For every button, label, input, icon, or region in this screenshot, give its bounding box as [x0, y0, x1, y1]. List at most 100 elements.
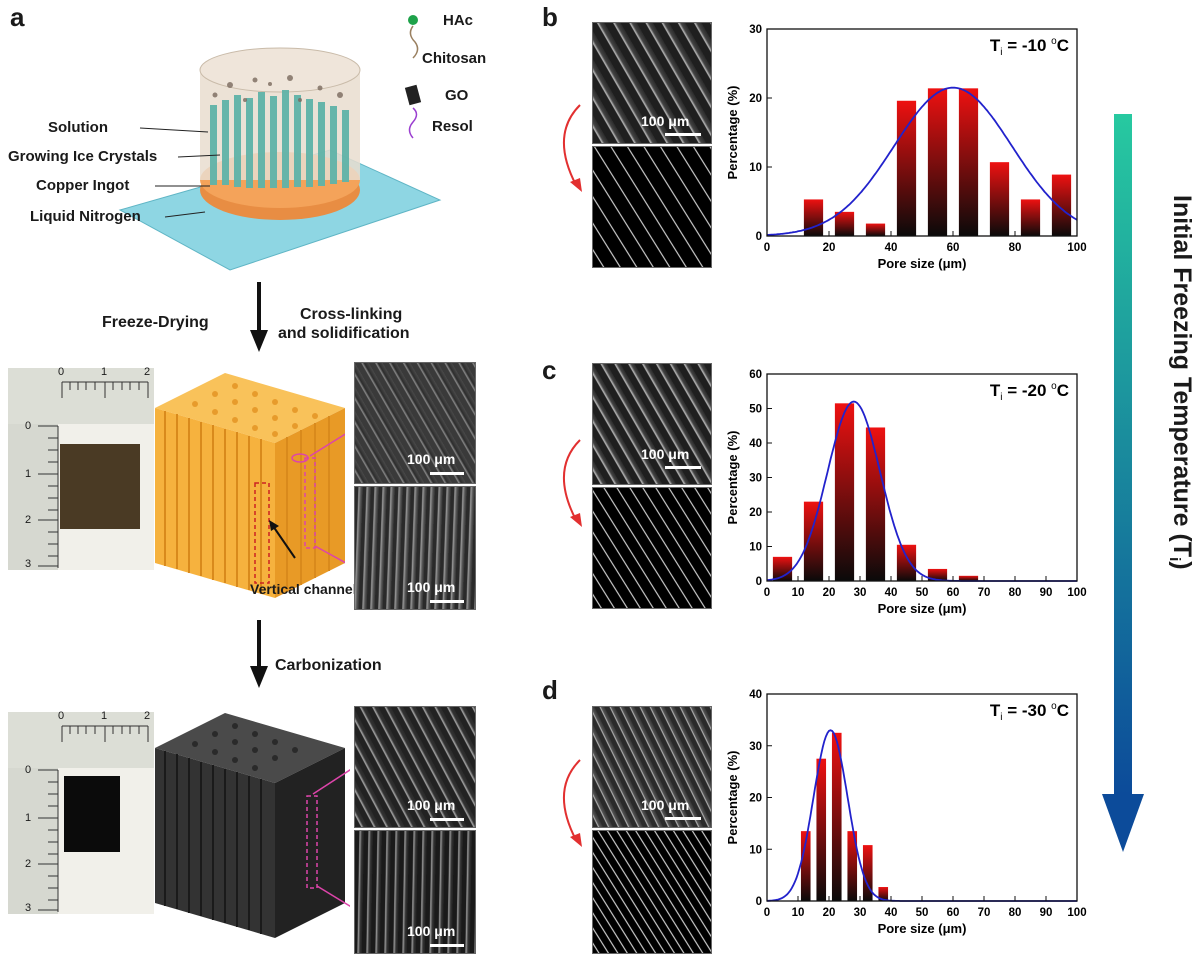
x-tick-label: 20	[823, 242, 836, 254]
y-tick-label: 40	[749, 438, 762, 450]
panel-letter-a: a	[10, 2, 25, 32]
aerogel-photo	[8, 368, 154, 570]
label-liquid-nitrogen: Liquid Nitrogen	[30, 208, 141, 225]
bar-8	[1051, 174, 1072, 236]
bar-4	[927, 88, 948, 236]
bar-3	[896, 100, 917, 236]
fit-curve	[767, 729, 1077, 902]
x-axis-label: Pore size (μm)	[878, 601, 967, 616]
y-axis-label: Percentage (%)	[725, 751, 740, 845]
x-tick-label: 40	[885, 587, 898, 599]
x-axis-label: Pore size (μm)	[878, 921, 967, 936]
step-crosslinking-line2: and solidification	[278, 325, 410, 342]
label-copper-ingot: Copper Ingot	[36, 177, 130, 194]
label-growing-ice-crystals: Growing Ice Crystals	[8, 148, 158, 165]
y-tick-label: 10	[749, 844, 762, 856]
bar-5	[927, 568, 948, 581]
chart-c: 0 10 20 30 40 50 60 70 80 90 100 0 10 20 30 40 50 60 Pore …	[725, 369, 1087, 616]
bar-2	[831, 732, 842, 901]
y-axis-label: Percentage (%)	[725, 86, 740, 180]
x-tick-label: 100	[1067, 907, 1086, 919]
step-carbonization: Carbonization	[275, 657, 382, 674]
x-tick-label: 70	[978, 907, 991, 919]
y-tick-label: 20	[749, 93, 762, 105]
curved-arrow-b	[563, 104, 582, 192]
x-tick-label: 10	[792, 587, 805, 599]
x-tick-label: 80	[1009, 242, 1022, 254]
y-tick-label: 0	[756, 231, 762, 243]
legend-go: GO	[445, 87, 469, 104]
y-axis-label: Percentage (%)	[725, 431, 740, 525]
x-tick-label: 40	[885, 242, 898, 254]
sem-image-crosslinked-top: 100 μm	[354, 362, 476, 484]
process-arrow-head-1	[250, 330, 268, 352]
bar-6	[989, 162, 1010, 236]
x-tick-label: 90	[1040, 587, 1053, 599]
bar-4	[862, 845, 873, 901]
chart-title: Ti = -30 oC	[990, 701, 1069, 723]
x-tick-label: 90	[1040, 907, 1053, 919]
x-tick-label: 50	[916, 587, 929, 599]
x-tick-label: 80	[1009, 907, 1022, 919]
ruler-top-0: 0	[58, 710, 65, 722]
ruler-top-0: 0	[58, 366, 65, 378]
bar-7	[1020, 199, 1041, 236]
ruler-side-3: 3	[25, 902, 32, 914]
x-tick-label: 80	[1009, 587, 1022, 599]
scale-bar	[430, 600, 464, 603]
ruler-side-0: 0	[25, 764, 32, 776]
chart-title: Ti = -20 oC	[990, 381, 1069, 403]
scale-bar	[430, 472, 464, 475]
process-arrow-head-2	[250, 666, 268, 688]
sem-image-c-bottom	[592, 487, 712, 609]
chart-b: 0 20 40 60 80 100 0 10 20 30 Pore size (μm) Percent…	[725, 24, 1087, 271]
label-solution: Solution	[48, 119, 108, 136]
scale-bar	[665, 133, 701, 136]
ruler-top-2: 2	[144, 710, 151, 722]
scale-bar	[665, 817, 701, 820]
ruler-top-2: 2	[144, 366, 151, 378]
bar-0	[800, 831, 811, 901]
scale-bar-label: 100 μm	[407, 579, 456, 595]
y-tick-label: 10	[749, 162, 762, 174]
x-tick-label: 30	[854, 907, 867, 919]
panel-letter-c: c	[542, 355, 557, 385]
x-tick-label: 30	[854, 587, 867, 599]
bar-5	[958, 88, 979, 236]
ruler-top-1: 1	[101, 366, 108, 378]
x-tick-label: 100	[1067, 242, 1086, 254]
process-arrow-shaft-2	[257, 620, 261, 668]
ruler-side-1: 1	[25, 812, 32, 824]
scale-bar	[430, 944, 464, 947]
step-freeze-drying: Freeze-Drying	[102, 314, 209, 331]
y-tick-label: 0	[756, 896, 762, 908]
scale-bar-label: 100 μm	[407, 797, 456, 813]
gradient-axis-label: Initial Freezing Temperature (Ti)	[1166, 195, 1194, 715]
bar-5	[878, 887, 889, 901]
legend-resol: Resol	[432, 118, 473, 135]
step-crosslinking-line1: Cross-linking	[300, 306, 403, 323]
x-tick-label: 10	[792, 907, 805, 919]
curved-arrow-c	[563, 439, 582, 527]
y-tick-label: 20	[749, 793, 762, 805]
x-axis-label: Pore size (μm)	[878, 256, 967, 271]
y-tick-label: 30	[749, 741, 762, 753]
y-tick-label: 0	[756, 576, 762, 588]
scale-bar-label: 100 μm	[407, 451, 456, 467]
label-vertical-channels: Vertical channels	[250, 581, 365, 597]
scale-bar-label: 100 μm	[641, 797, 690, 813]
curved-arrow-d	[563, 759, 582, 847]
bar-1	[803, 501, 824, 581]
ruler-side-2: 2	[25, 858, 32, 870]
bar-0	[803, 199, 824, 236]
x-tick-label: 60	[947, 242, 960, 254]
sem-image-b-top: 100 μm	[592, 22, 712, 144]
bar-1	[834, 211, 855, 236]
y-tick-label: 40	[749, 689, 762, 701]
scale-bar-label: 100 μm	[407, 923, 456, 939]
freezing-setup-illustration	[118, 15, 442, 271]
bar-0	[772, 556, 793, 581]
x-tick-label: 0	[764, 587, 770, 599]
x-tick-label: 60	[947, 587, 960, 599]
carbon-aerogel-photo	[8, 712, 154, 914]
